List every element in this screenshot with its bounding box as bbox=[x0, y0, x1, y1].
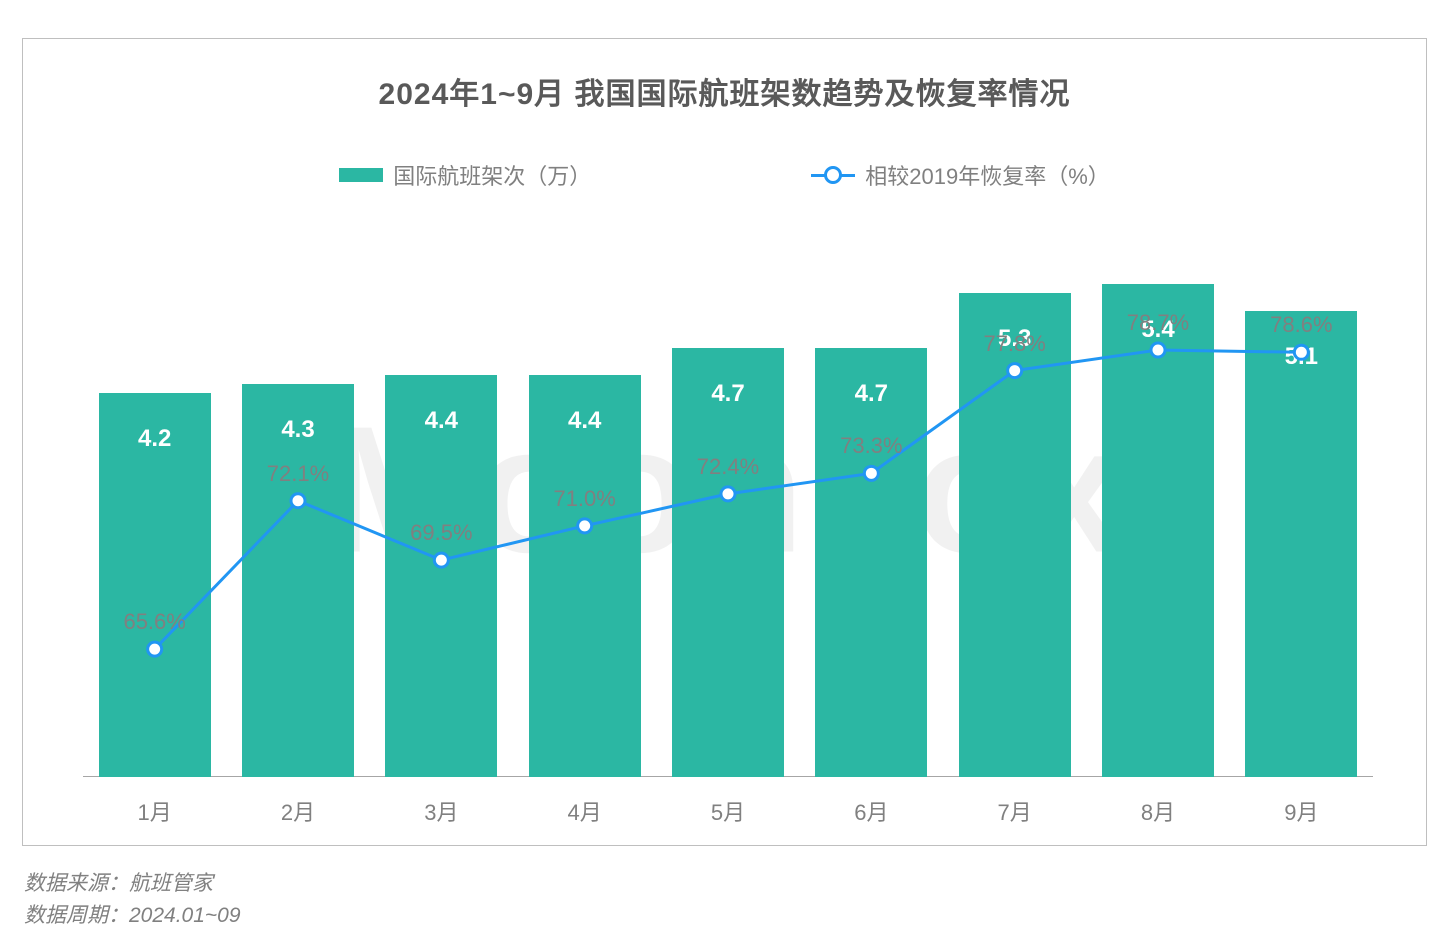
x-axis-label: 5月 bbox=[672, 795, 784, 827]
legend-label-line: 相较2019年恢复率（%） bbox=[865, 159, 1110, 191]
x-axis-label: 2月 bbox=[242, 795, 354, 827]
line-value-label: 69.5% bbox=[410, 520, 472, 546]
line-value-label: 73.3% bbox=[840, 433, 902, 459]
line-value-label: 78.6% bbox=[1270, 312, 1332, 338]
x-axis-label: 9月 bbox=[1245, 795, 1357, 827]
line-value-label: 71.0% bbox=[553, 486, 615, 512]
x-axis-label: 6月 bbox=[815, 795, 927, 827]
chart-title: 2024年1~9月 我国国际航班架数趋势及恢复率情况 bbox=[23, 69, 1426, 113]
line-marker bbox=[864, 466, 878, 480]
plot-area: 4.21月4.32月4.43月4.44月4.75月4.76月5.37月5.48月… bbox=[83, 229, 1373, 777]
line-marker bbox=[578, 519, 592, 533]
legend-label-bar: 国际航班架次（万） bbox=[393, 159, 591, 191]
line-marker bbox=[1294, 345, 1308, 359]
chart-frame: MoonFox 2024年1~9月 我国国际航班架数趋势及恢复率情况 国际航班架… bbox=[22, 38, 1427, 846]
line-value-label: 65.6% bbox=[123, 609, 185, 635]
legend-item-bar: 国际航班架次（万） bbox=[339, 159, 591, 191]
x-axis-label: 4月 bbox=[529, 795, 641, 827]
line-value-label: 72.4% bbox=[697, 454, 759, 480]
x-axis-label: 1月 bbox=[99, 795, 211, 827]
line-marker bbox=[291, 494, 305, 508]
line-value-label: 78.7% bbox=[1127, 310, 1189, 336]
legend-swatch-bar-icon bbox=[339, 168, 383, 182]
legend-swatch-line-icon bbox=[811, 174, 855, 177]
line-marker bbox=[434, 553, 448, 567]
legend-item-line: 相较2019年恢复率（%） bbox=[811, 159, 1110, 191]
line-value-label: 77.8% bbox=[983, 331, 1045, 357]
x-axis-label: 8月 bbox=[1102, 795, 1214, 827]
line-marker bbox=[148, 642, 162, 656]
x-axis-label: 7月 bbox=[959, 795, 1071, 827]
footer-source: 数据来源：航班管家 bbox=[24, 868, 241, 900]
line-marker bbox=[1151, 343, 1165, 357]
footer-period: 数据周期：2024.01~09 bbox=[24, 900, 241, 932]
chart-footer: 数据来源：航班管家 数据周期：2024.01~09 bbox=[24, 868, 241, 931]
chart-legend: 国际航班架次（万） 相较2019年恢复率（%） bbox=[23, 155, 1426, 195]
line-value-label: 72.1% bbox=[267, 461, 329, 487]
x-axis-label: 3月 bbox=[385, 795, 497, 827]
line-marker bbox=[1008, 364, 1022, 378]
line-marker bbox=[721, 487, 735, 501]
